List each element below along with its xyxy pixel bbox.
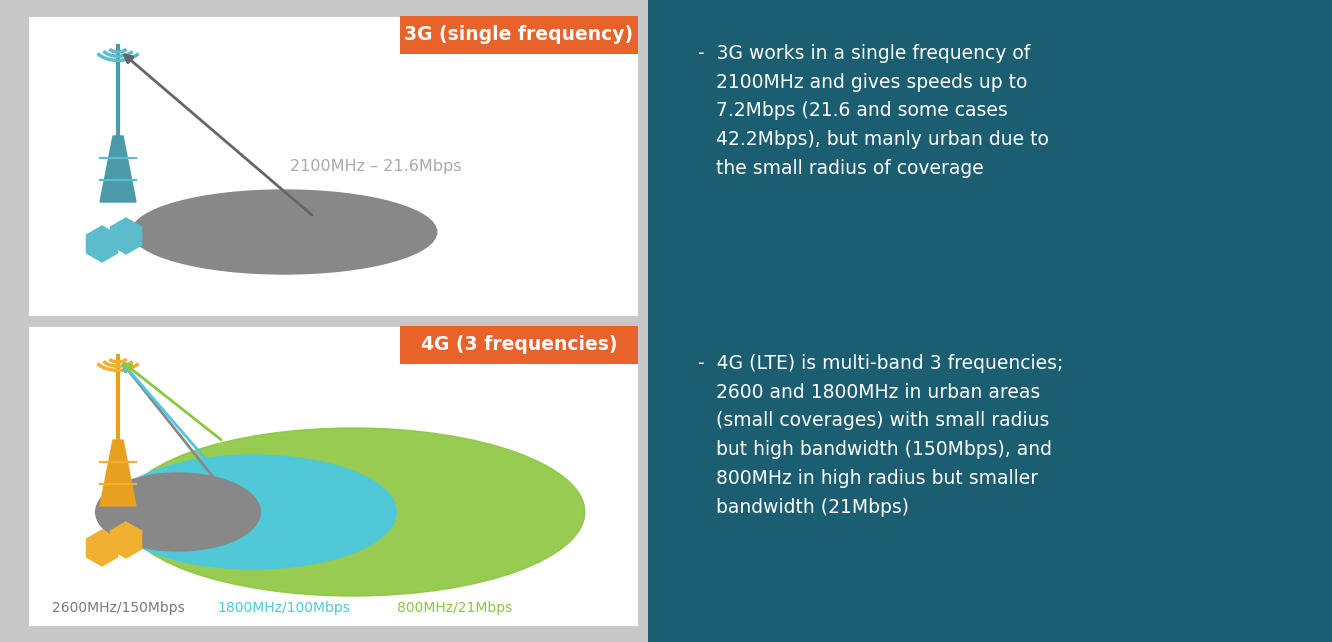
Text: 800MHz/21Mbps: 800MHz/21Mbps bbox=[397, 601, 513, 615]
Bar bbox=[400, 16, 638, 54]
Ellipse shape bbox=[121, 428, 585, 596]
Text: 3G (single frequency): 3G (single frequency) bbox=[405, 26, 634, 44]
Text: -  4G (LTE) is multi-band 3 frequencies;
   2600 and 1800MHz in urban areas
   (: - 4G (LTE) is multi-band 3 frequencies; … bbox=[698, 354, 1063, 517]
Polygon shape bbox=[100, 136, 136, 202]
Bar bbox=[400, 326, 638, 364]
Polygon shape bbox=[100, 440, 136, 506]
Text: 2600MHz/150Mbps: 2600MHz/150Mbps bbox=[52, 601, 184, 615]
Ellipse shape bbox=[132, 190, 437, 274]
Ellipse shape bbox=[109, 455, 397, 569]
FancyBboxPatch shape bbox=[28, 326, 638, 626]
Bar bbox=[647, 0, 1332, 642]
Text: 2100MHz – 21.6Mbps: 2100MHz – 21.6Mbps bbox=[290, 159, 461, 173]
Text: 1800MHz/100Mbps: 1800MHz/100Mbps bbox=[217, 601, 350, 615]
Ellipse shape bbox=[96, 473, 260, 551]
FancyBboxPatch shape bbox=[28, 16, 638, 316]
Text: -  3G works in a single frequency of
   2100MHz and gives speeds up to
   7.2Mbp: - 3G works in a single frequency of 2100… bbox=[698, 44, 1048, 178]
Text: 4G (3 frequencies): 4G (3 frequencies) bbox=[421, 336, 617, 354]
